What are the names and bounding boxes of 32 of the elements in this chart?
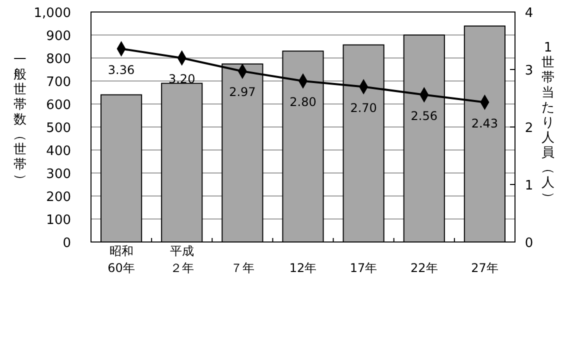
text: 一般世帯数（世帯） — [12, 52, 28, 186]
x-tick-label: 27年 — [471, 261, 498, 275]
x-tick-label: ７年 — [230, 261, 254, 275]
data-label: 3.20 — [168, 72, 196, 86]
y2-tick-label: 2 — [524, 121, 534, 136]
y-tick-label: 800 — [46, 52, 71, 67]
data-label: 2.97 — [229, 85, 256, 100]
y-tick-label: 1,000 — [34, 6, 71, 21]
data-label: 2.43 — [471, 116, 498, 130]
y-tick-label: 300 — [46, 167, 71, 182]
data-label: 2.56 — [410, 108, 438, 123]
data-label: 2.80 — [290, 95, 316, 109]
x-tick-label: 17年 — [350, 261, 378, 275]
y-tick-label: 200 — [46, 190, 71, 205]
x-tick-label: 12年 — [289, 261, 317, 275]
y2-tick-label: 3 — [524, 64, 534, 78]
y-tick-label: 500 — [46, 121, 71, 136]
y2-tick-label: 4 — [524, 6, 534, 21]
y-tick-label: 900 — [46, 29, 71, 44]
y2-tick-label: 1 — [524, 178, 534, 194]
data-label: 3.36 — [108, 62, 135, 77]
y-tick-label: 700 — [46, 75, 71, 90]
x-tick-label: 昭和60年 — [108, 244, 135, 275]
x-tick-label: 22年 — [410, 261, 438, 275]
x-tick-label: 平成２年 — [170, 244, 194, 275]
y-tick-label: 0 — [62, 236, 71, 251]
y-tick-label: 100 — [46, 213, 71, 228]
text: 1世帯当たり人員（人） — [540, 40, 556, 204]
y-tick-label: 600 — [46, 98, 71, 113]
y-tick-label: 400 — [46, 144, 71, 159]
y2-tick-label: 0 — [524, 236, 534, 251]
data-label: 2.70 — [350, 100, 377, 115]
